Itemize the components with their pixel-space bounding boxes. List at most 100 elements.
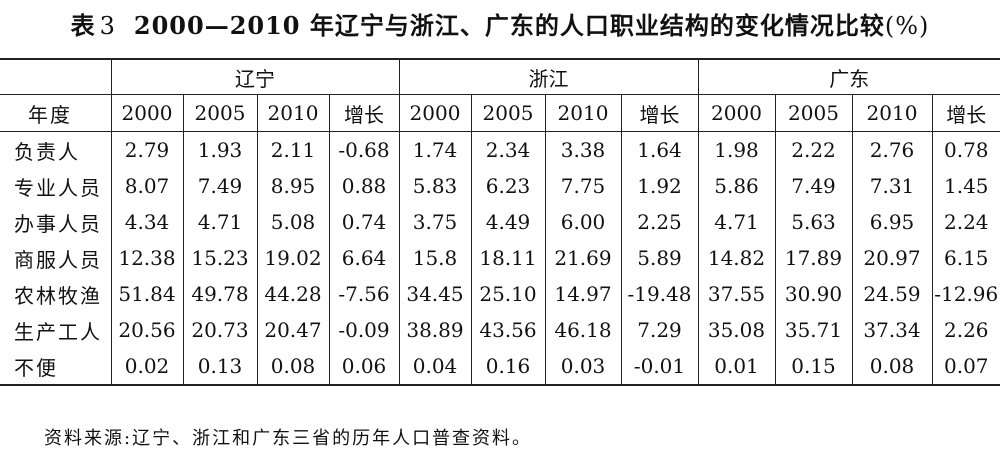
table-cell: 20.73 [182, 312, 258, 348]
table-title: 表 3 2000—2010 年辽宁与浙江、广东的人口职业结构的变化情况比较(%) [0, 6, 1000, 41]
table-cell: 0.08 [256, 348, 330, 386]
table-row: 商服人员 12.38 15.23 19.02 6.64 15.8 18.11 21.69 5.8… [0, 240, 1000, 276]
table-row: 农林牧渔 51.84 49.78 44.28 -7.56 34.45 25.10 14.97-… [0, 276, 1000, 312]
column-header: 2000 [697, 94, 776, 132]
title-text: 2000—2010 年辽宁与浙江、广东的人口职业结构的变化情况比较 [133, 11, 885, 40]
table-cell: 2.11 [256, 131, 330, 168]
table-cell: 0.01 [697, 348, 776, 386]
table-cell: 3.75 [398, 204, 472, 240]
table-cell: 20.56 [110, 312, 184, 348]
table-cell: 35.71 [774, 312, 853, 348]
source-note: 资料来源:辽宁、浙江和广东三省的历年人口普查资料。 [44, 428, 533, 449]
table-cell: 19.02 [256, 240, 330, 276]
table-cell: 2.25 [620, 204, 699, 240]
table-cell: 14.97 [544, 276, 622, 312]
table-cell: 2.24 [931, 204, 1000, 240]
column-header: 2000 [110, 94, 184, 132]
table-cell: 5.89 [620, 240, 699, 276]
table-body: 负责人 2.79 1.93 2.11 -0.68 1.74 2.34 3.38 1.64 1.98… [0, 131, 1000, 386]
table-row: 不便 0.02 0.13 0.08 0.06 0.04 0.16 0.03 -0.01 0.01 0… [0, 348, 1000, 386]
table-cell: 5.08 [256, 204, 330, 240]
table-cell: 17.89 [774, 240, 853, 276]
column-header: 增长 [620, 94, 699, 132]
table-cell: 1.92 [620, 168, 699, 204]
table-cell: 7.49 [182, 168, 258, 204]
table-cell: 2.26 [931, 312, 1000, 348]
table-cell: 0.04 [398, 348, 472, 386]
group-header-guangdong: 广东 [697, 58, 1000, 95]
column-header: 2010 [851, 94, 933, 132]
table-cell: 5.86 [697, 168, 776, 204]
table-cell: 0.78 [931, 131, 1000, 168]
group-header-zhejiang: 浙江 [398, 58, 699, 95]
table-cell: 2.76 [851, 131, 933, 168]
row-label: 专业人员 [0, 168, 112, 204]
table-cell: 35.08 [697, 312, 776, 348]
column-header: 2010 [544, 94, 622, 132]
table-cell: 1.98 [697, 131, 776, 168]
table-cell: 3.38 [544, 131, 622, 168]
table-cell: 0.02 [110, 348, 184, 386]
row-label: 生产工人 [0, 312, 112, 348]
table-cell: 8.95 [256, 168, 330, 204]
table-cell: 20.97 [851, 240, 933, 276]
title-prefix: 表 [70, 11, 96, 40]
table-cell: 12.38 [110, 240, 184, 276]
table-cell: 6.00 [544, 204, 622, 240]
table-cell: 0.13 [182, 348, 258, 386]
table-cell: 6.95 [851, 204, 933, 240]
table-cell: 15.8 [398, 240, 472, 276]
table-cell: 2.79 [110, 131, 184, 168]
table-cell: 2.22 [774, 131, 853, 168]
title-number: 3 [99, 12, 116, 40]
table-cell: 1.74 [398, 131, 472, 168]
table-cell: 6.15 [931, 240, 1000, 276]
column-header: 增长 [931, 94, 1000, 132]
table-cell: 0.03 [544, 348, 622, 386]
table-cell: 1.45 [931, 168, 1000, 204]
row-label: 农林牧渔 [0, 276, 112, 312]
table-row: 专业人员 8.07 7.49 8.95 0.88 5.83 6.23 7.75 1.92 5.86… [0, 168, 1000, 204]
column-header: 2000 [398, 94, 472, 132]
table-cell: 0.08 [851, 348, 933, 386]
table-cell: 25.10 [470, 276, 546, 312]
table-cell: 4.71 [697, 204, 776, 240]
column-header: 2005 [470, 94, 546, 132]
table-cell: 0.16 [470, 348, 546, 386]
column-header: 2010 [256, 94, 330, 132]
table-cell: 30.90 [774, 276, 853, 312]
table-cell: 37.34 [851, 312, 933, 348]
table-cell: -0.09 [328, 312, 400, 348]
title-unit: (%) [884, 12, 930, 40]
table-cell: 1.64 [620, 131, 699, 168]
table-cell: 4.49 [470, 204, 546, 240]
column-header-row: 年度 2000 2005 2010 增长 2000 2005 2010 增长 2000 2005 2… [0, 94, 1000, 132]
table-cell: 14.82 [697, 240, 776, 276]
table-cell: 46.18 [544, 312, 622, 348]
column-header: 增长 [328, 94, 400, 132]
table-cell: -0.01 [620, 348, 699, 386]
corner-cell [0, 58, 112, 95]
table-cell: 34.45 [398, 276, 472, 312]
row-label: 商服人员 [0, 240, 112, 276]
table-cell: 7.31 [851, 168, 933, 204]
table-cell: -0.68 [328, 131, 400, 168]
table-cell: 6.23 [470, 168, 546, 204]
table-row: 负责人 2.79 1.93 2.11 -0.68 1.74 2.34 3.38 1.64 1.98… [0, 131, 1000, 168]
table-cell: 8.07 [110, 168, 184, 204]
table-cell: -7.56 [328, 276, 400, 312]
row-header-label: 年度 [0, 94, 112, 132]
table-cell: 2.34 [470, 131, 546, 168]
table-cell: 6.64 [328, 240, 400, 276]
table-cell: 4.34 [110, 204, 184, 240]
table-cell: 44.28 [256, 276, 330, 312]
table-cell: -19.48 [620, 276, 699, 312]
table-row: 办事人员 4.34 4.71 5.08 0.74 3.75 4.49 6.00 2.25 4.71… [0, 204, 1000, 240]
table-cell: 21.69 [544, 240, 622, 276]
table-cell: 37.55 [697, 276, 776, 312]
table-cell: 38.89 [398, 312, 472, 348]
table-cell: -12.96 [931, 276, 1000, 312]
row-label: 不便 [0, 348, 112, 386]
table-cell: 7.29 [620, 312, 699, 348]
table-cell: 18.11 [470, 240, 546, 276]
